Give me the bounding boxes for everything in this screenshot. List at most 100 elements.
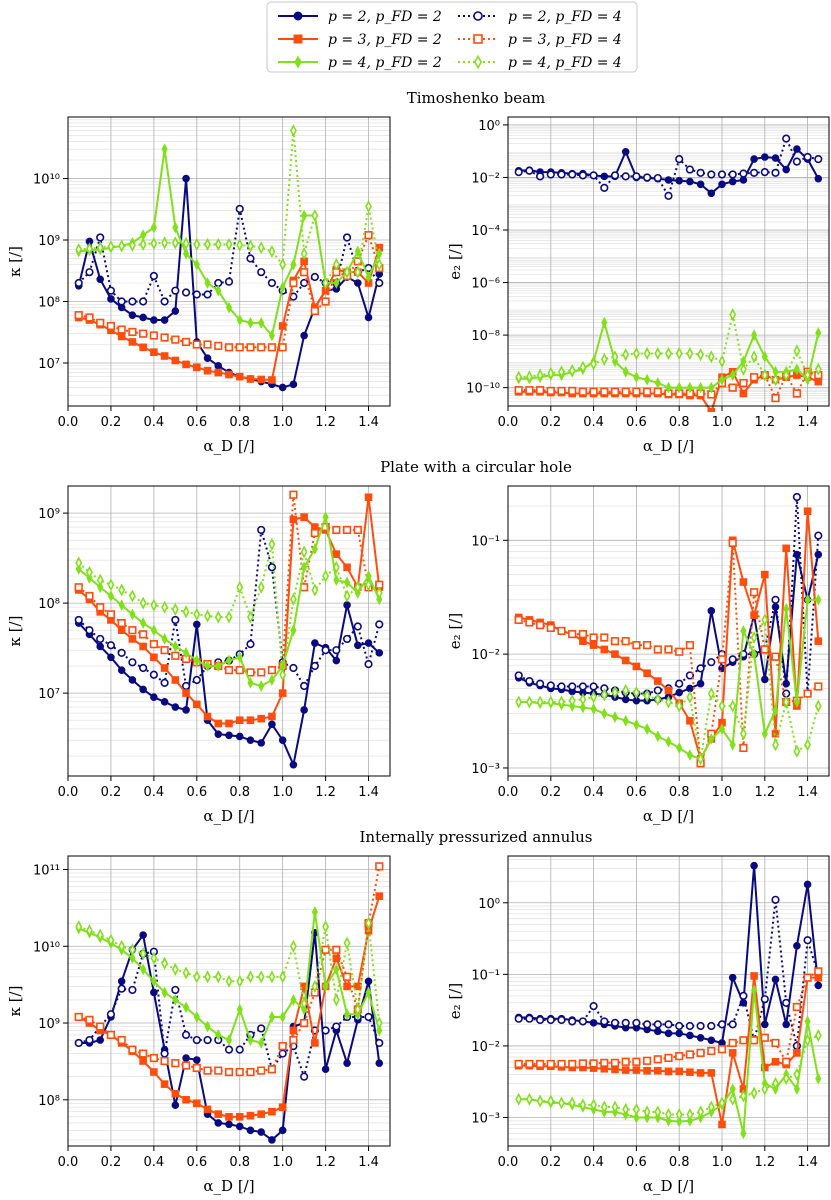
data-point — [589, 1002, 598, 1011]
data-point — [343, 589, 351, 603]
data-point — [354, 279, 362, 287]
data-point — [782, 134, 791, 143]
data-point — [310, 528, 319, 538]
data-point — [793, 696, 800, 708]
data-point — [653, 173, 662, 183]
data-point — [149, 640, 158, 649]
data-point — [600, 1017, 609, 1026]
plot-frame — [507, 116, 830, 407]
data-point — [279, 970, 287, 984]
data-point — [204, 660, 211, 672]
data-point — [268, 674, 275, 686]
data-point — [311, 979, 319, 993]
data-point — [139, 685, 147, 694]
data-point — [793, 363, 800, 376]
data-point — [589, 387, 598, 396]
data-point — [621, 637, 630, 646]
y-tick-label: 10⁻⁶ — [471, 277, 500, 292]
data-point — [782, 544, 791, 553]
data-point — [525, 618, 534, 627]
legend-item: p = 4, p_FD = 4 — [458, 54, 622, 71]
data-point — [160, 664, 169, 672]
data-point — [160, 1049, 169, 1058]
data-point — [268, 537, 276, 551]
data-point — [278, 322, 287, 330]
data-point — [311, 639, 319, 647]
data-point — [792, 157, 802, 166]
data-point — [535, 620, 545, 630]
y-axis-label: κ [/] — [6, 616, 24, 647]
data-point — [214, 1110, 223, 1118]
y-tick-label: 10⁹ — [38, 234, 60, 249]
data-point — [257, 375, 265, 384]
data-point — [289, 939, 297, 953]
data-point — [601, 707, 608, 720]
panel-5: 10⁸ 10⁹ 10¹⁰ 10¹¹ 0.0 0.2 0.4 0.6 0.8 1.0 1.2 1.4 α_… — [6, 855, 391, 1195]
data-point — [183, 247, 190, 260]
data-point — [685, 165, 695, 174]
y-tick-label: 10⁻² — [471, 1040, 500, 1055]
data-point — [322, 276, 330, 290]
data-point — [782, 695, 790, 709]
data-point — [622, 714, 629, 727]
x-tick-label: 0.2 — [540, 415, 561, 430]
data-point — [182, 236, 190, 250]
data-point — [192, 290, 201, 299]
x-tick-label: 1.0 — [712, 785, 733, 800]
data-point — [579, 360, 587, 374]
data-point — [96, 241, 104, 255]
data-point — [181, 337, 191, 347]
data-point — [161, 956, 169, 970]
data-point — [204, 609, 211, 623]
data-point — [160, 1080, 169, 1088]
data-point — [289, 760, 298, 769]
y-axis-label: κ [/] — [6, 246, 24, 277]
data-point — [792, 1002, 801, 1012]
data-point — [74, 278, 83, 288]
data-point — [568, 682, 577, 691]
data-point — [578, 1017, 588, 1026]
data-point — [247, 239, 254, 253]
data-point — [204, 277, 211, 289]
data-point — [310, 661, 319, 671]
data-point — [107, 578, 115, 592]
y-tick-label: 10⁸ — [38, 597, 60, 612]
data-point — [707, 687, 715, 701]
data-point — [772, 738, 779, 752]
data-point — [525, 1014, 534, 1023]
data-point — [793, 344, 801, 358]
data-point — [707, 170, 716, 179]
data-point — [150, 693, 158, 702]
data-point — [74, 583, 83, 592]
legend-label: p = 4, p_FD = 2 — [328, 55, 442, 71]
data-point — [793, 744, 801, 758]
data-point — [344, 1008, 351, 1021]
data-point — [192, 1063, 201, 1073]
data-point — [771, 895, 780, 904]
data-point — [653, 387, 662, 396]
data-point — [171, 356, 180, 365]
x-tick-label: 0.6 — [626, 1155, 647, 1170]
data-point — [642, 641, 652, 650]
data-point — [654, 1105, 662, 1119]
data-point — [621, 695, 630, 704]
legend-label: p = 2, p_FD = 4 — [508, 9, 622, 25]
data-point — [354, 641, 362, 650]
x-tick-label: 1.0 — [272, 1155, 293, 1170]
data-point — [289, 663, 298, 673]
data-point — [96, 634, 105, 644]
data-point — [354, 245, 361, 258]
data-point — [214, 362, 223, 370]
data-point — [632, 1066, 641, 1074]
x-tick-label: 1.4 — [358, 785, 379, 800]
data-point — [654, 346, 662, 360]
data-point — [333, 963, 340, 976]
data-point — [332, 1022, 341, 1031]
data-point — [182, 605, 190, 619]
data-point — [375, 620, 384, 629]
data-point — [718, 1120, 726, 1129]
section-title-plate: Plate with a circular hole — [380, 458, 572, 476]
data-point — [96, 275, 104, 284]
data-point — [546, 1015, 555, 1025]
data-point — [600, 688, 608, 702]
